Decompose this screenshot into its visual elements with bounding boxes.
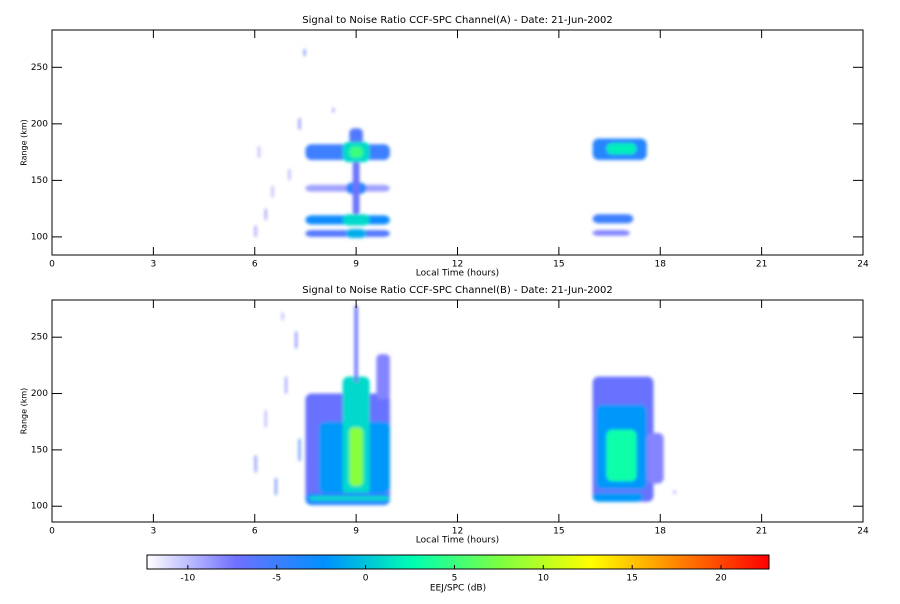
x-axis-label: Local Time (hours) xyxy=(416,269,499,279)
heat-cell xyxy=(254,455,257,473)
x-tick-label: 12 xyxy=(452,527,463,537)
x-tick-label: 15 xyxy=(553,260,564,270)
heat-cell xyxy=(646,432,664,484)
y-tick-label: 150 xyxy=(31,176,48,186)
heat-cell xyxy=(606,429,637,482)
heatmap-cells xyxy=(254,49,647,239)
y-tick-label: 250 xyxy=(31,63,48,73)
y-tick-label: 100 xyxy=(31,502,48,512)
heat-cell xyxy=(298,118,301,130)
x-tick-label: 21 xyxy=(756,527,767,537)
colorbar-tick-label: 10 xyxy=(538,574,550,584)
y-tick-label: 200 xyxy=(31,389,48,399)
y-axis-label: Range (km) xyxy=(20,119,29,166)
y-tick-label: 150 xyxy=(31,445,48,455)
heat-cell xyxy=(308,496,390,501)
heat-cell xyxy=(349,427,363,486)
heat-cell xyxy=(298,438,301,462)
heat-cell xyxy=(275,478,277,495)
heat-cell xyxy=(352,160,360,215)
x-tick-label: 12 xyxy=(452,260,463,270)
x-tick-label: 18 xyxy=(655,527,667,537)
x-tick-label: 0 xyxy=(49,527,55,537)
heat-cell xyxy=(254,225,257,237)
heat-cell xyxy=(354,305,358,383)
colorbar-label: EEJ/SPC (dB) xyxy=(430,584,486,594)
colorbar-tick-label: 0 xyxy=(363,574,369,584)
x-tick-label: 21 xyxy=(756,260,767,270)
heat-cell xyxy=(349,128,363,145)
x-tick-label: 24 xyxy=(857,527,869,537)
x-tick-label: 6 xyxy=(252,527,258,537)
heat-cell xyxy=(349,146,363,158)
heat-cell xyxy=(673,490,676,494)
x-tick-label: 15 xyxy=(553,527,564,537)
heat-cell xyxy=(264,410,267,428)
y-tick-label: 100 xyxy=(31,232,48,242)
heat-cell xyxy=(295,331,297,349)
x-tick-label: 24 xyxy=(857,260,869,270)
heatmap-cells xyxy=(254,305,676,506)
x-tick-label: 3 xyxy=(151,527,157,537)
heat-cell xyxy=(303,49,306,57)
chart-title: Signal to Noise Ratio CCF-SPC Channel(A)… xyxy=(302,15,612,26)
colorbar-tick-label: 20 xyxy=(715,574,727,584)
heat-cell xyxy=(606,143,637,155)
heat-cell xyxy=(342,214,370,226)
chart-title: Signal to Noise Ratio CCF-SPC Channel(B)… xyxy=(302,285,612,296)
colorbar-tick-label: 5 xyxy=(452,574,458,584)
heat-cell xyxy=(281,312,284,321)
x-tick-label: 9 xyxy=(353,260,359,270)
heat-cell xyxy=(592,214,634,224)
x-tick-label: 3 xyxy=(151,260,157,270)
heat-cell xyxy=(285,376,287,394)
x-tick-label: 0 xyxy=(49,260,55,270)
x-axis-label: Local Time (hours) xyxy=(416,536,499,546)
x-tick-label: 6 xyxy=(252,260,258,270)
heat-cell xyxy=(332,108,335,113)
heat-cell xyxy=(345,228,367,239)
y-tick-label: 200 xyxy=(31,119,48,129)
x-tick-label: 9 xyxy=(353,527,359,537)
colorbar-tick-label: -5 xyxy=(272,574,281,584)
y-tick-label: 250 xyxy=(31,333,48,343)
x-tick-label: 18 xyxy=(655,260,667,270)
colorbar xyxy=(146,554,770,570)
heat-cell xyxy=(592,230,630,236)
colorbar-tick-label: 15 xyxy=(626,574,637,584)
heat-cell xyxy=(264,208,267,220)
heat-cell xyxy=(376,354,390,400)
colorbar-tick-label: -10 xyxy=(181,574,196,584)
heat-cell xyxy=(258,146,260,158)
heat-cell xyxy=(288,169,291,181)
y-axis-label: Range (km) xyxy=(20,388,29,435)
heat-cell xyxy=(592,492,644,502)
heat-cell xyxy=(271,186,274,198)
